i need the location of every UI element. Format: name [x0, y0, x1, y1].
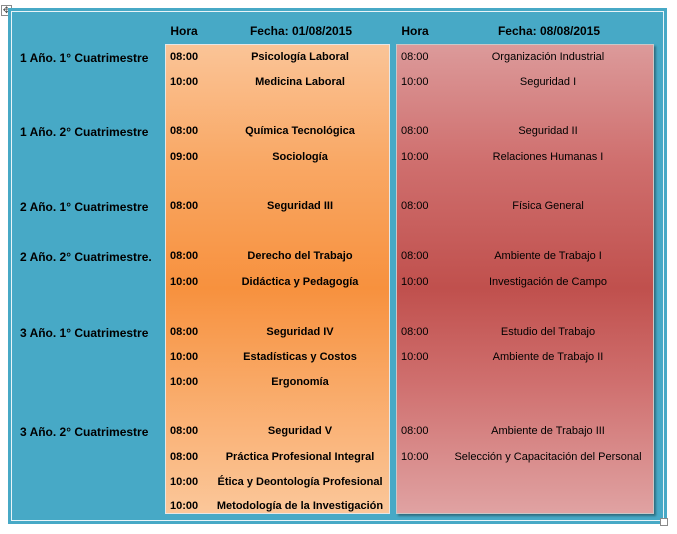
first-date-time: 10:00: [170, 500, 199, 512]
first-date-subject: Didáctica y Pedagogía: [241, 276, 359, 288]
first-date-subject: Seguridad IV: [266, 326, 334, 338]
first-date-time: 08:00: [170, 250, 199, 262]
group-label: 1 Año. 2° Cuatrimestre: [20, 125, 149, 139]
second-date-time: 10:00: [401, 151, 429, 163]
second-date-time: 08:00: [401, 425, 429, 437]
second-date-panel: [396, 44, 654, 514]
header-hora-1: Hora: [170, 24, 198, 38]
second-date-subject: Física General: [512, 200, 584, 212]
second-date-time: 08:00: [401, 200, 429, 212]
second-date-time: 10:00: [401, 451, 429, 463]
first-date-time: 08:00: [170, 326, 199, 338]
second-date-time: 10:00: [401, 76, 429, 88]
first-date-subject: Ergonomía: [271, 376, 329, 388]
second-date-subject: Relaciones Humanas I: [492, 151, 604, 163]
first-date-subject: Psicología Laboral: [251, 51, 349, 63]
group-label: 2 Año. 1° Cuatrimestre: [20, 200, 149, 214]
second-date-subject: Ambiente de Trabajo II: [492, 351, 604, 363]
second-date-time: 08:00: [401, 326, 429, 338]
first-date-subject: Estadísticas y Costos: [243, 351, 357, 363]
group-label: 1 Año. 1° Cuatrimestre: [20, 51, 149, 65]
first-date-time: 10:00: [170, 76, 199, 88]
first-date-time: 08:00: [170, 451, 199, 463]
second-date-subject: Investigación de Campo: [488, 276, 608, 288]
group-label: 3 Año. 2° Cuatrimestre: [20, 425, 149, 439]
header-fecha-2: Fecha: 08/08/2015: [497, 24, 601, 38]
group-label: 2 Año. 2° Cuatrimestre.: [20, 250, 152, 264]
second-date-subject: Organización Industrial: [491, 51, 605, 63]
first-date-time: 08:00: [170, 51, 199, 63]
first-date-time: 09:00: [170, 151, 199, 163]
first-date-time: 08:00: [170, 125, 199, 137]
first-date-panel: [165, 44, 390, 514]
first-date-subject: Seguridad V: [267, 425, 333, 437]
first-date-subject: Química Tecnológica: [245, 125, 355, 137]
table-resize-handle[interactable]: [660, 518, 668, 526]
first-date-subject: Seguridad III: [266, 200, 334, 212]
group-label: 3 Año. 1° Cuatrimestre: [20, 326, 149, 340]
first-date-time: 10:00: [170, 376, 199, 388]
second-date-subject: Estudio del Trabajo: [500, 326, 596, 338]
second-date-subject: Ambiente de Trabajo III: [491, 425, 605, 437]
first-date-time: 10:00: [170, 476, 199, 488]
second-date-time: 08:00: [401, 51, 429, 63]
table-inner-border: [11, 11, 664, 521]
first-date-subject: Práctica Profesional Integral: [225, 451, 375, 463]
first-date-time: 08:00: [170, 200, 199, 212]
header-fecha-1: Fecha: 01/08/2015: [249, 24, 353, 38]
second-date-subject: Seguridad I: [519, 76, 577, 88]
second-date-time: 08:00: [401, 250, 429, 262]
first-date-subject: Metodología de la Investigación: [216, 500, 384, 512]
first-date-subject: Derecho del Trabajo: [247, 250, 353, 262]
second-date-subject: Ambiente de Trabajo I: [494, 250, 602, 262]
second-date-time: 10:00: [401, 276, 429, 288]
first-date-subject: Sociología: [272, 151, 328, 163]
first-date-time: 10:00: [170, 351, 199, 363]
first-date-subject: Medicina Laboral: [255, 76, 345, 88]
header-hora-2: Hora: [401, 24, 429, 38]
first-date-time: 10:00: [170, 276, 199, 288]
second-date-subject: Selección y Capacitación del Personal: [454, 451, 642, 463]
second-date-time: 08:00: [401, 125, 429, 137]
first-date-time: 08:00: [170, 425, 199, 437]
first-date-subject: Ética y Deontología Profesional: [217, 476, 383, 488]
second-date-time: 10:00: [401, 351, 429, 363]
second-date-subject: Seguridad II: [518, 125, 578, 137]
